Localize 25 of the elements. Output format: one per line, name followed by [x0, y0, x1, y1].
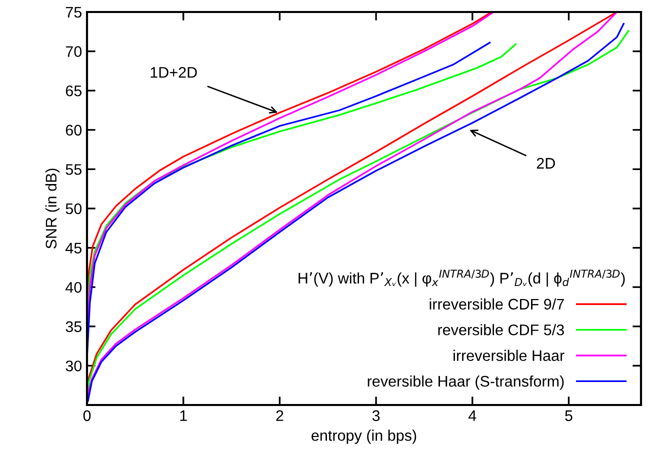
legend-label: reversible Haar (S-transform) [368, 375, 564, 390]
text: H’(V) with P’$_{Xᵥ}$(x | φ$_{x}$$^{INTRA/3D}$) P’$_{Dᵥ}$(d | ϕ$_{d}$$^{INTRA/3D}$) [298, 270, 625, 287]
legend-label: reversible CDF 5/3 [438, 324, 564, 336]
y-tick-label: 45 [66, 242, 82, 254]
annotation: 1D+2D [150, 67, 197, 78]
y-tick-label: 60 [66, 124, 82, 136]
annotation: 2D [536, 158, 555, 169]
y-tick-label: 55 [66, 164, 82, 175]
x-tick-label: 3 [372, 410, 380, 422]
y-tick-label: 70 [66, 46, 82, 57]
x-tick-label: 5 [565, 410, 572, 422]
y-tick-label: 65 [66, 85, 82, 96]
y-tick-label: 50 [66, 203, 82, 214]
legend-label: irreversible CDF 9/7 [430, 298, 564, 310]
y-tick-label: 75 [66, 7, 82, 18]
x-axis-title: entropy (in bps) [312, 430, 416, 444]
y-axis-title: SNR (in dB) [45, 168, 60, 249]
x-tick-label: 1 [180, 410, 187, 421]
y-tick-label: 40 [66, 282, 82, 293]
x-tick-label: 2 [276, 410, 284, 421]
y-tick-label: 35 [66, 321, 82, 332]
x-tick-label: 4 [468, 410, 476, 421]
legend-label: irreversible Haar [454, 350, 564, 361]
y-tick-label: 30 [66, 360, 82, 372]
x-tick-label: 0 [83, 410, 91, 422]
